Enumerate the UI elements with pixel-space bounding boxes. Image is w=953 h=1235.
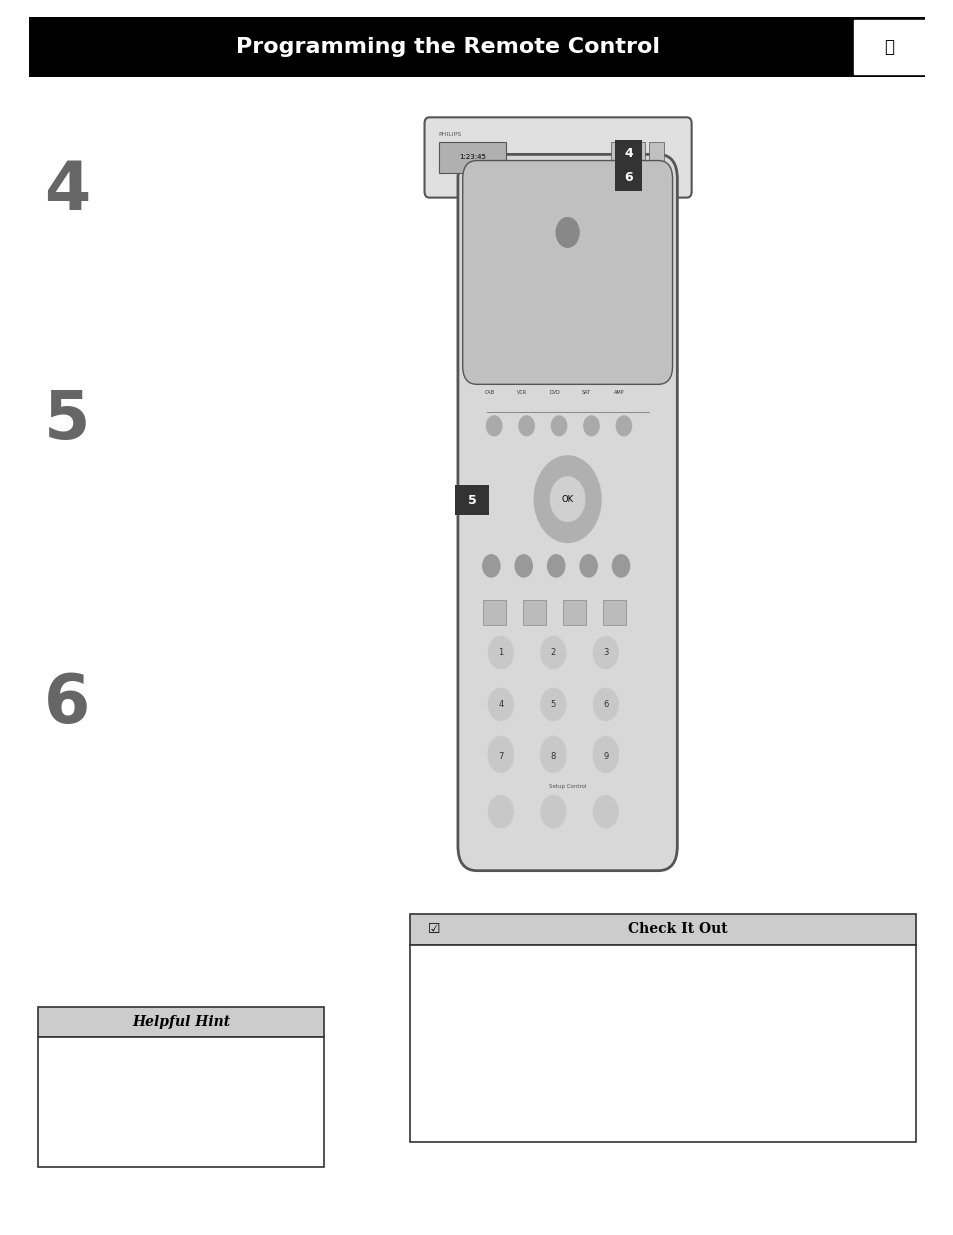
Bar	[610, 142, 625, 173]
Circle shape	[482, 555, 499, 577]
Bar	[615, 140, 641, 167]
Text: 6: 6	[44, 671, 90, 737]
Circle shape	[593, 795, 618, 827]
Bar	[482, 600, 505, 625]
Text: 2: 2	[550, 648, 556, 657]
Text: AMP: AMP	[614, 390, 624, 395]
Bar	[438, 142, 505, 173]
FancyBboxPatch shape	[424, 117, 691, 198]
Bar	[522, 600, 545, 625]
Text: 3: 3	[602, 648, 608, 657]
Text: CAB: CAB	[484, 390, 495, 395]
Circle shape	[593, 636, 618, 668]
Circle shape	[612, 555, 629, 577]
Circle shape	[488, 736, 513, 768]
Circle shape	[540, 636, 565, 668]
Bar	[648, 142, 663, 173]
Text: OK: OK	[561, 495, 573, 504]
Circle shape	[593, 740, 618, 772]
Text: 5: 5	[467, 494, 476, 506]
Text: VCR: VCR	[517, 390, 527, 395]
Bar	[38, 1007, 324, 1037]
Circle shape	[486, 416, 501, 436]
Text: Setup Control: Setup Control	[548, 784, 586, 789]
Circle shape	[540, 740, 565, 772]
Circle shape	[488, 636, 513, 668]
Bar	[615, 164, 641, 191]
Bar	[562, 600, 585, 625]
FancyBboxPatch shape	[457, 154, 677, 871]
Text: 4: 4	[623, 147, 633, 159]
Bar	[410, 914, 915, 945]
Text: PHILIPS: PHILIPS	[438, 132, 461, 137]
Bar	[853, 20, 924, 74]
Text: 5: 5	[550, 700, 556, 709]
Circle shape	[515, 555, 532, 577]
Circle shape	[540, 795, 565, 827]
Text: 6: 6	[623, 172, 633, 184]
Circle shape	[593, 736, 618, 768]
Text: 1: 1	[497, 648, 503, 657]
Text: 9: 9	[602, 752, 608, 761]
Bar	[602, 600, 625, 625]
Circle shape	[551, 416, 566, 436]
Text: Check It Out: Check It Out	[627, 923, 726, 936]
Bar	[629, 142, 644, 173]
Circle shape	[547, 555, 564, 577]
Circle shape	[593, 688, 618, 720]
Circle shape	[518, 416, 534, 436]
Text: Helpful Hint: Helpful Hint	[132, 1015, 230, 1029]
Text: ☑: ☑	[427, 923, 440, 936]
Circle shape	[488, 795, 513, 827]
Text: 7: 7	[497, 752, 503, 761]
Bar	[410, 945, 915, 1142]
Text: 4: 4	[497, 700, 503, 709]
Text: 8: 8	[550, 752, 556, 761]
Circle shape	[540, 688, 565, 720]
Text: Programming the Remote Control: Programming the Remote Control	[236, 37, 659, 57]
Circle shape	[550, 477, 584, 521]
Text: 4: 4	[44, 158, 90, 225]
Circle shape	[579, 555, 597, 577]
Circle shape	[488, 688, 513, 720]
Text: 📱: 📱	[883, 38, 893, 56]
Text: 1:23:45: 1:23:45	[458, 154, 485, 159]
Bar	[29, 17, 924, 77]
Text: 5: 5	[44, 387, 90, 453]
Text: 6: 6	[602, 700, 608, 709]
Circle shape	[616, 416, 631, 436]
Text: SAT: SAT	[581, 390, 591, 395]
Circle shape	[488, 740, 513, 772]
Circle shape	[583, 416, 598, 436]
Circle shape	[534, 456, 600, 542]
FancyBboxPatch shape	[462, 161, 672, 384]
Bar	[455, 485, 489, 515]
Bar	[38, 1037, 324, 1167]
Text: DVD: DVD	[549, 390, 559, 395]
Circle shape	[540, 736, 565, 768]
Circle shape	[556, 217, 578, 247]
